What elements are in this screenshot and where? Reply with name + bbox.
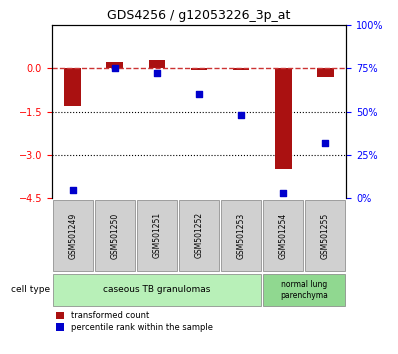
Text: GSM501255: GSM501255 <box>321 212 330 258</box>
Bar <box>233 68 250 70</box>
Text: GSM501249: GSM501249 <box>68 212 77 258</box>
Text: cell type: cell type <box>10 285 50 295</box>
Title: GDS4256 / g12053226_3p_at: GDS4256 / g12053226_3p_at <box>107 9 291 22</box>
Text: GSM501253: GSM501253 <box>236 212 246 258</box>
Bar <box>64 68 81 106</box>
Point <box>280 190 286 196</box>
Point <box>70 187 76 193</box>
Text: GSM501250: GSM501250 <box>110 212 119 258</box>
FancyBboxPatch shape <box>305 200 345 271</box>
Bar <box>317 68 334 77</box>
FancyBboxPatch shape <box>221 200 261 271</box>
FancyBboxPatch shape <box>53 200 93 271</box>
Point <box>322 140 328 145</box>
Point <box>112 65 118 71</box>
FancyBboxPatch shape <box>53 274 261 306</box>
Point <box>238 112 244 118</box>
Text: GSM501254: GSM501254 <box>279 212 288 258</box>
Text: caseous TB granulomas: caseous TB granulomas <box>103 285 211 295</box>
Legend: transformed count, percentile rank within the sample: transformed count, percentile rank withi… <box>56 312 213 332</box>
Bar <box>148 60 165 68</box>
Text: GSM501251: GSM501251 <box>152 212 162 258</box>
FancyBboxPatch shape <box>263 200 303 271</box>
Point <box>154 70 160 76</box>
FancyBboxPatch shape <box>179 200 219 271</box>
Bar <box>191 68 207 70</box>
Bar <box>106 62 123 68</box>
Text: GSM501252: GSM501252 <box>195 212 203 258</box>
Bar <box>275 68 292 169</box>
FancyBboxPatch shape <box>263 274 345 306</box>
FancyBboxPatch shape <box>137 200 177 271</box>
Point <box>196 91 202 97</box>
Text: normal lung
parenchyma: normal lung parenchyma <box>280 280 328 299</box>
FancyBboxPatch shape <box>95 200 135 271</box>
